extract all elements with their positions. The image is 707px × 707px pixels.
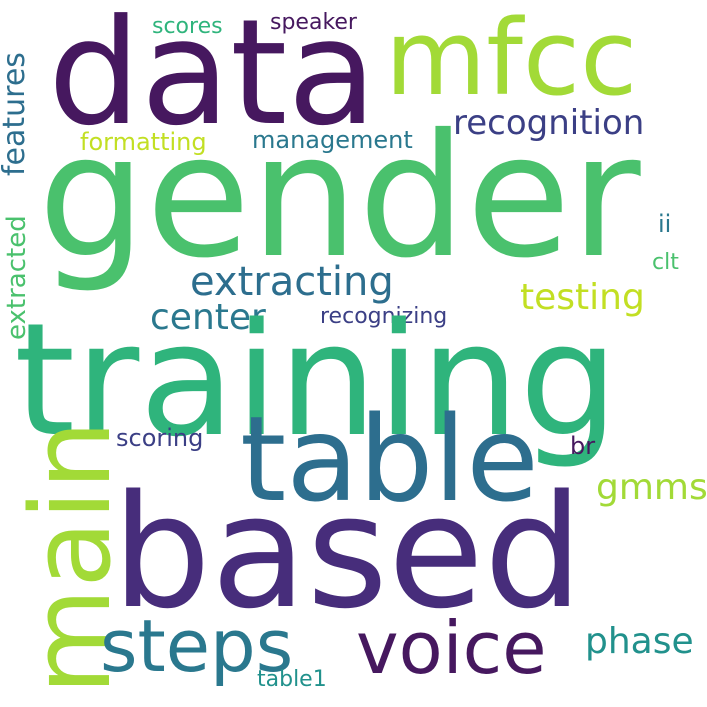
word-steps: steps	[100, 604, 294, 688]
word-center: center	[150, 297, 266, 338]
word-table: table	[240, 390, 539, 528]
word-table1: table1	[257, 667, 327, 692]
word-gender: gender	[38, 98, 641, 296]
word-voice: voice	[356, 606, 547, 690]
word-ii: ii	[658, 210, 672, 238]
word-gmms: gmms	[596, 467, 707, 508]
word-mfcc: mfcc	[385, 0, 638, 119]
word-training: training	[14, 289, 619, 471]
word-speaker: speaker	[270, 10, 357, 35]
word-management: management	[252, 126, 413, 154]
word-extracting: extracting	[190, 259, 394, 305]
word-recognizing: recognizing	[320, 304, 448, 329]
word-br: br	[570, 432, 596, 460]
word-scores: scores	[152, 14, 223, 39]
word-phase: phase	[585, 621, 694, 662]
word-formatting: formatting	[80, 128, 207, 156]
word-testing: testing	[520, 277, 645, 318]
word-clt: clt	[652, 250, 679, 275]
word-scoring: scoring	[116, 424, 204, 452]
word-based: based	[112, 461, 583, 643]
word-recognition: recognition	[453, 103, 645, 143]
word-features: features	[0, 52, 32, 176]
word-data: data	[48, 0, 377, 158]
